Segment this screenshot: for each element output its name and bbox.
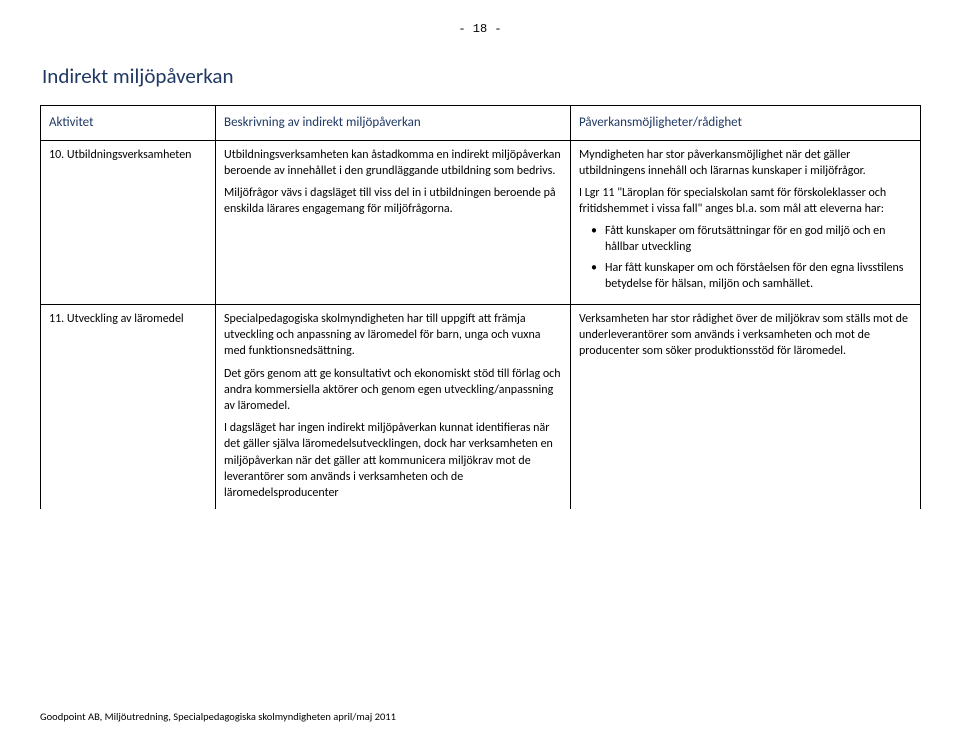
cell-impact: Myndigheten har stor påverkansmöjlighet …: [571, 140, 921, 305]
cell-description: Utbildningsverksamheten kan åstadkomma e…: [216, 140, 571, 305]
paragraph: I dagsläget har ingen indirekt miljöpåve…: [224, 420, 562, 501]
page-number: - 18 -: [458, 22, 501, 36]
page: - 18 - Indirekt miljöpåverkan Aktivitet …: [0, 0, 960, 741]
paragraph: Specialpedagogiska skolmyndigheten har t…: [224, 311, 562, 360]
paragraph: Myndigheten har stor påverkansmöjlighet …: [579, 147, 912, 179]
table-row: 11. Utveckling av läromedel Specialpedag…: [41, 305, 921, 510]
cell-description: Specialpedagogiska skolmyndigheten har t…: [216, 305, 571, 510]
paragraph: Verksamheten har stor rådighet över de m…: [579, 311, 912, 360]
col-header-impact: Påverkansmöjligheter/rådighet: [571, 106, 921, 141]
content-table: Aktivitet Beskrivning av indirekt miljöp…: [40, 105, 921, 509]
paragraph: Utbildningsverksamheten kan åstadkomma e…: [224, 147, 562, 179]
cell-activity: 10. Utbildningsverksamheten: [41, 140, 216, 305]
footer-text: Goodpoint AB, Miljöutredning, Specialped…: [40, 710, 396, 723]
bullet-list: Fått kunskaper om förutsättningar för en…: [591, 223, 912, 292]
cell-activity: 11. Utveckling av läromedel: [41, 305, 216, 510]
table-row: 10. Utbildningsverksamheten Utbildningsv…: [41, 140, 921, 305]
paragraph: I Lgr 11 "Läroplan för specialskolan sam…: [579, 185, 912, 217]
col-header-description: Beskrivning av indirekt miljöpåverkan: [216, 106, 571, 141]
list-item: Fått kunskaper om förutsättningar för en…: [591, 223, 912, 255]
paragraph: Miljöfrågor vävs i dagsläget till viss d…: [224, 185, 562, 217]
list-item: Har fått kunskaper om och förståelsen fö…: [591, 260, 912, 292]
table-header-row: Aktivitet Beskrivning av indirekt miljöp…: [41, 106, 921, 141]
page-number-wrap: - 18 -: [40, 18, 920, 37]
cell-impact: Verksamheten har stor rådighet över de m…: [571, 305, 921, 510]
paragraph: Det görs genom att ge konsultativt och e…: [224, 366, 562, 415]
section-heading: Indirekt miljöpåverkan: [42, 63, 920, 89]
col-header-activity: Aktivitet: [41, 106, 216, 141]
